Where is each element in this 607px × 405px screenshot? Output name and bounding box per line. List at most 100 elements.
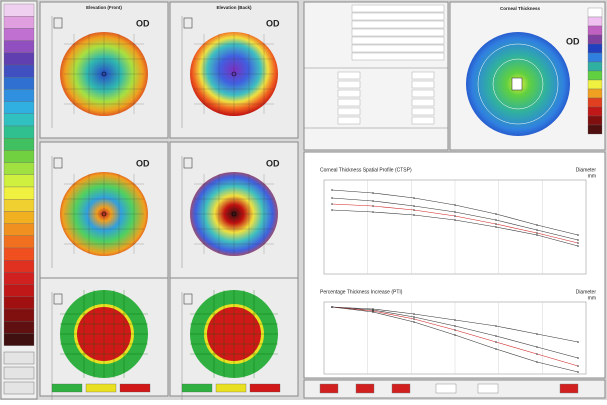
point [536,333,538,335]
scale-step [587,97,603,108]
scale-step [3,28,35,41]
point [536,361,538,363]
legend-swatch [119,383,151,393]
field [411,89,435,98]
point [495,223,497,225]
field [337,89,361,98]
charts: Corneal Thickness Spatial Profile (CTSP)… [320,167,597,375]
point [495,213,497,215]
point [577,242,579,244]
point [495,348,497,350]
point [536,346,538,348]
eye-icon [183,157,193,169]
point [454,219,456,221]
point [372,211,374,213]
scale-step [3,211,35,224]
point [536,232,538,234]
eye-icon [53,293,63,305]
center-mark [101,71,107,77]
field [337,80,361,89]
point [372,311,374,313]
pupil-marker [511,77,523,91]
status-field [559,383,579,394]
point [454,204,456,206]
legend-swatch [51,383,83,393]
eye-icon [53,17,63,29]
point [372,205,374,207]
point [413,318,415,320]
point [577,245,579,247]
scale-step [3,272,35,285]
scale-step [587,106,603,117]
scale-step [587,115,603,126]
scale-step [587,88,603,99]
field [351,20,445,29]
scale-step [3,321,35,334]
point [577,357,579,359]
point [413,209,415,211]
legend-swatch [249,383,281,393]
legend-swatch [85,383,117,393]
field [411,80,435,89]
scale-step [587,79,603,90]
ring [477,43,559,125]
point [454,211,456,213]
eye-label: OD [266,158,280,168]
point [536,353,538,355]
point [495,341,497,343]
chart-title: Corneal Thickness Spatial Profile (CTSP) [320,167,412,173]
point [331,197,333,199]
scale-step [3,333,35,346]
scale-button [3,366,35,380]
point [495,219,497,221]
scale-step [3,77,35,90]
scale-step [587,43,603,54]
point [331,209,333,211]
scale-step [3,162,35,175]
status-field [391,383,411,394]
scale-step [3,52,35,66]
field [351,4,445,13]
scale-step [3,64,35,78]
scale-step [3,296,35,310]
point [413,321,415,323]
scale-step [587,34,603,45]
point [413,316,415,318]
scale-step [3,40,35,53]
axis-unit: mm [588,295,596,301]
scale-button [3,351,35,365]
point [495,325,497,327]
scale-button [3,381,35,395]
field [337,107,361,116]
field [411,107,435,116]
scale-step [587,52,603,63]
point [454,334,456,336]
thickness-title: Corneal Thickness [500,6,541,11]
scale-step [3,247,35,261]
chart-title: Percentage Thickness Increase (PTI) [320,289,403,295]
scale-step [3,284,35,297]
field [351,28,445,37]
scale-step [3,3,35,17]
scale-step [3,89,35,102]
scale-step [587,16,603,27]
info-fields [304,4,448,129]
field [351,12,445,21]
point [577,365,579,367]
field [351,52,445,61]
point [372,192,374,194]
point [536,234,538,236]
point [454,325,456,327]
eye-label: OD [266,18,280,28]
scale-step [3,150,35,163]
color-scale [0,0,38,400]
scale-step [3,260,35,273]
field [411,116,435,125]
axis-label: Diameter [576,289,597,295]
chart-panel [303,151,606,379]
field [351,36,445,45]
center-mark [231,211,237,217]
map-title: Elevation (Back) [216,5,252,10]
point [413,205,415,207]
